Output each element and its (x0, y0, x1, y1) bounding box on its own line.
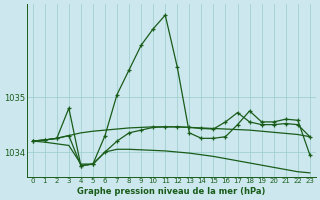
X-axis label: Graphe pression niveau de la mer (hPa): Graphe pression niveau de la mer (hPa) (77, 187, 266, 196)
